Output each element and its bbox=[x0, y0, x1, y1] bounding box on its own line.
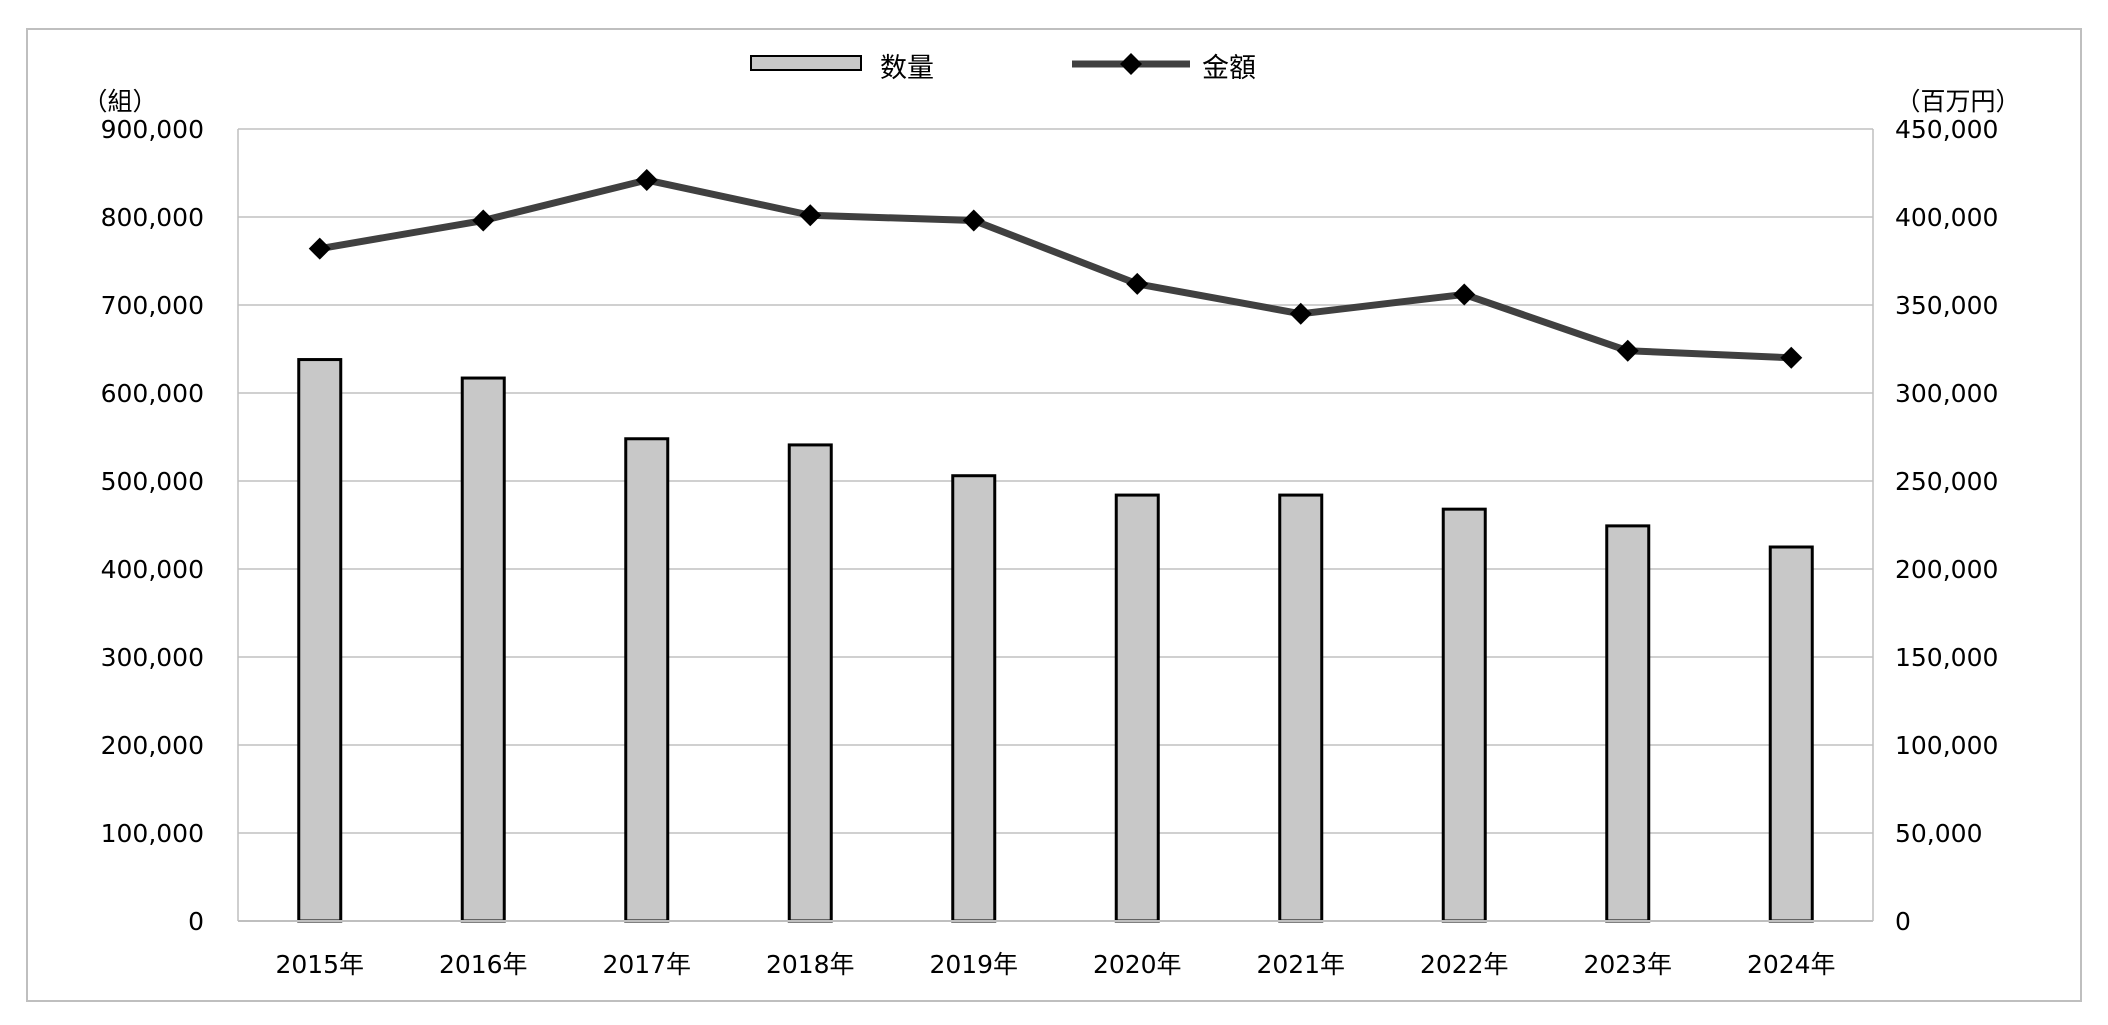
bar-quantity bbox=[1278, 493, 1324, 923]
x-tick-label: 2020年 bbox=[1093, 950, 1182, 979]
y-right-tick-label: 0 bbox=[1895, 907, 1911, 936]
bar-quantity bbox=[1114, 493, 1160, 923]
x-tick-label: 2016年 bbox=[439, 950, 528, 979]
left-axis-unit: （組） bbox=[82, 87, 157, 116]
y-right-tick-label: 100,000 bbox=[1895, 731, 1998, 760]
legend-label-amount: 金額 bbox=[1202, 53, 1256, 84]
x-tick-label: 2021年 bbox=[1256, 950, 1345, 979]
bar-quantity bbox=[624, 437, 670, 923]
bar-quantity bbox=[297, 358, 343, 923]
x-tick-label: 2023年 bbox=[1583, 950, 1672, 979]
bar-quantity bbox=[951, 474, 997, 923]
bar-quantity bbox=[460, 376, 506, 923]
y-right-tick-label: 250,000 bbox=[1895, 467, 1998, 496]
line-marker-amount bbox=[308, 237, 331, 260]
line-marker-amount bbox=[1780, 346, 1803, 369]
y-left-tick-label: 200,000 bbox=[101, 731, 204, 760]
y-right-tick-label: 300,000 bbox=[1895, 379, 1998, 408]
line-marker-amount bbox=[1126, 272, 1149, 295]
x-tick-label: 2024年 bbox=[1747, 950, 1836, 979]
x-tick-label: 2015年 bbox=[275, 950, 364, 979]
line-amount bbox=[308, 169, 1803, 369]
legend: 数量 金額 bbox=[750, 53, 1256, 84]
y-left-tick-label: 700,000 bbox=[101, 291, 204, 320]
right-axis-unit: （百万円） bbox=[1895, 87, 2020, 116]
bar-quantity bbox=[1768, 545, 1814, 923]
y-left-tick-label: 400,000 bbox=[101, 555, 204, 584]
line-amount-path bbox=[319, 176, 1792, 362]
line-marker-amount bbox=[1616, 339, 1639, 362]
line-marker-amount bbox=[1289, 302, 1312, 325]
bar-quantity bbox=[787, 443, 833, 923]
y-right-tick-label: 350,000 bbox=[1895, 291, 1998, 320]
legend-swatch-quantity bbox=[750, 55, 862, 71]
line-marker-amount bbox=[635, 169, 658, 192]
legend-label-quantity: 数量 bbox=[880, 53, 934, 84]
axes bbox=[237, 129, 1874, 922]
legend-marker-amount bbox=[1120, 53, 1142, 75]
line-marker-amount bbox=[472, 209, 495, 232]
y-right-tick-label: 400,000 bbox=[1895, 203, 1998, 232]
bar-quantity bbox=[1605, 524, 1651, 923]
line-marker-amount bbox=[799, 204, 822, 227]
chart-border bbox=[26, 28, 2082, 1002]
y-left-tick-label: 100,000 bbox=[101, 819, 204, 848]
y-right-tick-label: 50,000 bbox=[1895, 819, 1982, 848]
y-left-tick-label: 600,000 bbox=[101, 379, 204, 408]
y-right-tick-label: 200,000 bbox=[1895, 555, 1998, 584]
x-axis-ticks: 2015年 2016年 2017年 2018年 2019年 2020年 2021年 2022年… bbox=[275, 950, 1835, 979]
y-left-tick-label: 800,000 bbox=[101, 203, 204, 232]
x-tick-label: 2022年 bbox=[1420, 950, 1509, 979]
y-right-tick-label: 450,000 bbox=[1895, 115, 1998, 144]
y-left-tick-label: 900,000 bbox=[101, 115, 204, 144]
line-marker-amount bbox=[962, 209, 985, 232]
line-marker-amount bbox=[1453, 283, 1476, 306]
x-tick-label: 2019年 bbox=[929, 950, 1018, 979]
right-axis-ticks: 0 50,000 100,000 150,000 200,000 250,000 300,0… bbox=[1895, 115, 1998, 936]
left-axis-ticks: 0 100,000 200,000 300,000 400,000 500,000 600,… bbox=[101, 115, 204, 936]
x-tick-label: 2017年 bbox=[602, 950, 691, 979]
y-left-tick-label: 300,000 bbox=[101, 643, 204, 672]
bar-quantity bbox=[1441, 507, 1487, 923]
y-left-tick-label: 500,000 bbox=[101, 467, 204, 496]
y-left-tick-label: 0 bbox=[188, 907, 204, 936]
y-right-tick-label: 150,000 bbox=[1895, 643, 1998, 672]
x-tick-label: 2018年 bbox=[766, 950, 855, 979]
